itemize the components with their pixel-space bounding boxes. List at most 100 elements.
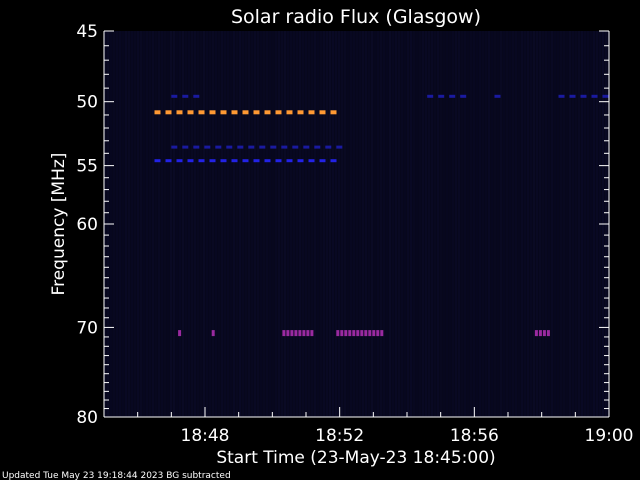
feature-band-mark [176,159,183,163]
feature-band-mark [308,110,315,115]
feature-band-mark [286,110,293,115]
noise-column [503,31,505,417]
feature-flecks-mark [193,94,200,98]
noise-column [428,31,430,417]
feature-burst-mark [538,330,542,337]
feature-band-mark [275,159,282,163]
feature-band-mark [182,145,189,149]
noise-column [206,31,208,417]
noise-column [290,31,292,417]
noise-column [362,31,364,417]
noise-column [545,31,547,417]
noise-column [203,31,205,417]
noise-column [284,31,286,417]
noise-column [257,31,259,417]
noise-column [212,31,214,417]
noise-column [179,31,181,417]
noise-column [590,31,592,417]
noise-column [236,31,238,417]
noise-column [455,31,457,417]
noise-column [230,31,232,417]
feature-band-mark [220,159,227,163]
noise-column [164,31,166,417]
noise-column [413,31,415,417]
noise-column [386,31,388,417]
feature-band-mark [325,145,332,149]
noise-column [596,31,598,417]
feature-band-mark [237,145,244,149]
feature-band-mark [314,145,321,149]
noise-column [239,31,241,417]
feature-flecks-mark [580,94,587,98]
feature-band-mark [220,110,227,115]
noise-column [443,31,445,417]
noise-column [353,31,355,417]
noise-column [344,31,346,417]
feature-burst-mark [290,330,294,337]
noise-column [350,31,352,417]
y-tick-label: 80 [76,408,98,428]
feature-burst-mark [534,330,538,337]
noise-column [359,31,361,417]
feature-band-mark [330,159,337,163]
y-tick-label: 60 [76,215,98,235]
noise-column [176,31,178,417]
noise-column [323,31,325,417]
feature-band-mark [303,145,310,149]
noise-column [272,31,274,417]
noise-column [149,31,151,417]
feature-flecks-mark [182,94,189,98]
x-tick-label: 19:00 [585,426,634,446]
noise-column [500,31,502,417]
y-tick-label: 55 [76,157,98,177]
noise-column [542,31,544,417]
noise-column [146,31,148,417]
noise-column [488,31,490,417]
noise-column [368,31,370,417]
feature-band-mark [231,110,238,115]
feature-band-mark [336,145,343,149]
noise-column [185,31,187,417]
feature-burst-mark [542,330,546,337]
feature-flecks-mark [449,94,456,98]
y-tick-label: 70 [76,318,98,338]
noise-column [242,31,244,417]
noise-column [383,31,385,417]
feature-burst-mark [356,330,360,337]
feature-flecks-mark [438,94,445,98]
feature-band-mark [231,159,238,163]
feature-burst-mark [380,330,384,337]
noise-column [473,31,475,417]
feature-burst-mark [352,330,356,337]
noise-column [188,31,190,417]
feature-burst-mark [546,330,550,337]
x-tick-label: 18:48 [181,426,230,446]
feature-band-mark [187,159,194,163]
y-tick-label: 50 [76,93,98,113]
feature-burst-mark [376,330,380,337]
feature-band-mark [270,145,277,149]
feature-burst-mark [348,330,352,337]
noise-column [389,31,391,417]
feature-burst-mark [344,330,348,337]
noise-column [521,31,523,417]
noise-column [563,31,565,417]
noise-column [416,31,418,417]
noise-column [167,31,169,417]
feature-band-mark [242,110,249,115]
feature-flecks-mark [427,94,434,98]
noise-column [365,31,367,417]
noise-column [425,31,427,417]
noise-column [509,31,511,417]
noise-column [191,31,193,417]
noise-column [218,31,220,417]
noise-column [491,31,493,417]
noise-column [494,31,496,417]
noise-column [575,31,577,417]
chart-title: Solar radio Flux (Glasgow) [231,6,481,28]
noise-column [584,31,586,417]
noise-column [530,31,532,417]
noise-column [593,31,595,417]
feature-flecks-mark [602,94,609,98]
noise-column [554,31,556,417]
